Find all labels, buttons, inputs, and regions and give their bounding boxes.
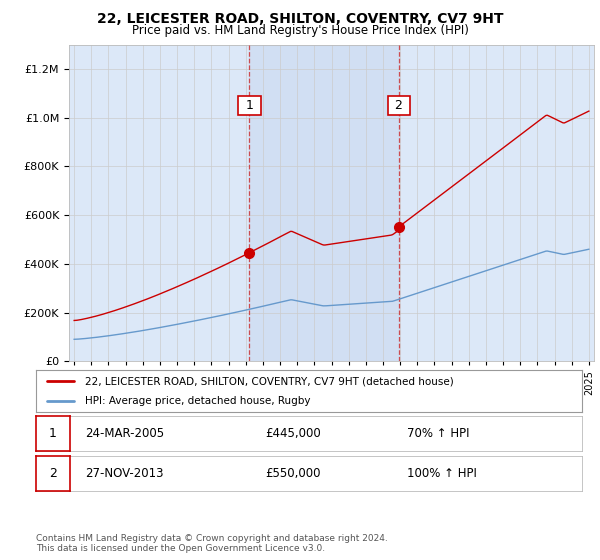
Text: 100% ↑ HPI: 100% ↑ HPI: [407, 467, 477, 480]
Text: 27-NOV-2013: 27-NOV-2013: [85, 467, 164, 480]
Text: £445,000: £445,000: [265, 427, 321, 440]
Text: 2: 2: [391, 99, 407, 112]
Text: 24-MAR-2005: 24-MAR-2005: [85, 427, 164, 440]
Text: 1: 1: [242, 99, 257, 112]
Text: Contains HM Land Registry data © Crown copyright and database right 2024.
This d: Contains HM Land Registry data © Crown c…: [36, 534, 388, 553]
Text: 70% ↑ HPI: 70% ↑ HPI: [407, 427, 470, 440]
Bar: [250, 45, 399, 361]
Text: 2: 2: [49, 467, 57, 480]
Text: 22, LEICESTER ROAD, SHILTON, COVENTRY, CV7 9HT (detached house): 22, LEICESTER ROAD, SHILTON, COVENTRY, C…: [85, 376, 454, 386]
Text: £550,000: £550,000: [265, 467, 321, 480]
Text: HPI: Average price, detached house, Rugby: HPI: Average price, detached house, Rugb…: [85, 396, 311, 406]
Text: 22, LEICESTER ROAD, SHILTON, COVENTRY, CV7 9HT: 22, LEICESTER ROAD, SHILTON, COVENTRY, C…: [97, 12, 503, 26]
Text: Price paid vs. HM Land Registry's House Price Index (HPI): Price paid vs. HM Land Registry's House …: [131, 24, 469, 37]
Text: 1: 1: [49, 427, 57, 440]
